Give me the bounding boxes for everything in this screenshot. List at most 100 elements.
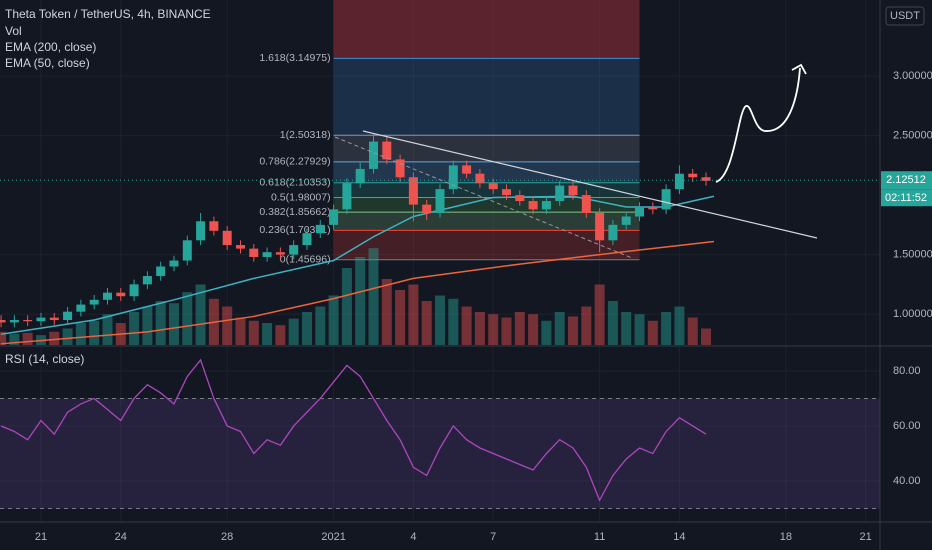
candle-body xyxy=(635,207,645,217)
y-tick-label: 3.00000 xyxy=(893,70,932,82)
volume-bar xyxy=(488,314,499,345)
candle-body xyxy=(382,141,392,160)
volume-bar xyxy=(301,312,312,345)
fib-label: 0.618(2.10353) xyxy=(259,177,330,189)
volume-bar xyxy=(222,306,233,345)
ema-legend: EMA (200, close) xyxy=(5,40,96,54)
volume-bar xyxy=(235,317,246,345)
volume-bar xyxy=(647,320,658,345)
candle-body xyxy=(142,276,152,285)
candle-body xyxy=(182,240,192,261)
candle-body xyxy=(621,216,631,225)
volume-bar xyxy=(89,320,100,345)
fib-zone xyxy=(333,212,640,231)
volume-bar xyxy=(581,306,592,345)
candle-body xyxy=(63,311,73,321)
fib-label: 0.382(1.85662) xyxy=(259,206,330,218)
volume-legend: Vol xyxy=(5,24,22,38)
volume-bar xyxy=(528,314,539,345)
axes: 21 24 28 2021 4 7 11 14 18 21 1.00000 1.50000 2.5000… xyxy=(35,70,932,543)
last-price: 2.12512 xyxy=(886,174,926,186)
volume-bar xyxy=(435,295,445,345)
candle-body xyxy=(435,189,445,213)
volume-bar xyxy=(701,328,712,345)
volume-bar xyxy=(448,298,459,345)
last-price-box xyxy=(881,171,932,190)
ema-line xyxy=(0,195,715,336)
currency-box[interactable] xyxy=(885,6,925,26)
x-tick-label: 11 xyxy=(594,531,605,543)
fib-retracement: 1.618(3.14975) 1(2.50318) 0.786(2.27929) 0.… xyxy=(259,0,640,265)
legend: Theta Token / TetherUS, 4h, BINANCE Vol … xyxy=(5,7,211,366)
volume-bar xyxy=(248,320,259,345)
volume-bar xyxy=(501,317,512,345)
candle-body xyxy=(701,177,711,181)
title: Theta Token / TetherUS, 4h, BINANCE xyxy=(5,7,211,21)
candle-body xyxy=(342,183,352,210)
candle-body xyxy=(528,201,538,210)
volume-bar xyxy=(22,332,33,345)
candle-body xyxy=(156,266,166,276)
x-tick-label: 18 xyxy=(780,531,792,543)
candle-body xyxy=(595,212,605,241)
volume-bar xyxy=(0,331,7,345)
candle-body xyxy=(129,284,139,297)
candle-body xyxy=(36,317,46,322)
candle-body xyxy=(302,233,312,246)
volume-bar xyxy=(607,301,618,345)
x-tick-label: 4 xyxy=(410,531,416,543)
candle-body xyxy=(661,189,671,210)
volume-bar xyxy=(182,292,193,345)
candle-body xyxy=(76,304,86,312)
candle-body xyxy=(116,292,126,297)
x-tick-label: 21 xyxy=(35,531,47,543)
candle-body xyxy=(249,248,259,257)
volume-bar xyxy=(195,284,206,345)
volume xyxy=(0,248,712,345)
rsi-line xyxy=(0,358,707,502)
candle-body xyxy=(674,173,684,190)
candle-body xyxy=(355,168,365,184)
x-tick-label: 21 xyxy=(860,531,872,543)
countdown-box xyxy=(881,189,932,207)
currency: USDT xyxy=(890,10,920,22)
volume-bar xyxy=(634,314,645,345)
candle-body xyxy=(475,173,485,184)
countdown: 02:11:52 xyxy=(885,192,927,204)
candle-body xyxy=(329,209,339,225)
ema-line xyxy=(1,240,715,345)
candle-body xyxy=(9,320,19,323)
y-tick-label: 2.50000 xyxy=(893,130,932,142)
volume-bar xyxy=(129,312,140,345)
volume-bar xyxy=(514,312,525,345)
x-tick-label: 24 xyxy=(115,531,127,543)
volume-bar xyxy=(102,314,113,345)
x-tick-label: 14 xyxy=(673,531,685,543)
candle-body xyxy=(608,224,618,241)
y-tick-label: 1.00000 xyxy=(893,308,932,320)
candle-body xyxy=(89,299,99,305)
volume-bar xyxy=(568,316,579,345)
volume-bar xyxy=(621,312,632,345)
rsi-tick-label: 80.00 xyxy=(893,365,921,377)
volume-bar xyxy=(62,328,73,345)
candle-body xyxy=(289,245,299,255)
candle-body xyxy=(581,195,591,213)
rsi-tick-label: 40.00 xyxy=(893,475,921,487)
volume-bar xyxy=(421,301,432,345)
volume-bar xyxy=(408,284,419,345)
x-tick-label: 2021 xyxy=(321,531,345,543)
candle-body xyxy=(23,320,33,322)
fib-label: 1(2.50318) xyxy=(280,129,331,141)
volume-bar xyxy=(155,301,166,345)
fib-trend-line xyxy=(334,136,633,259)
candle-body xyxy=(688,173,698,178)
fib-label: 0.236(1.70391) xyxy=(259,224,330,236)
volume-bar xyxy=(49,331,60,345)
candle-body xyxy=(408,177,418,205)
candle-body xyxy=(209,221,219,231)
candle-body xyxy=(0,320,6,323)
volume-bar xyxy=(315,306,326,345)
volume-bar xyxy=(142,306,153,345)
volume-bar xyxy=(275,325,286,345)
